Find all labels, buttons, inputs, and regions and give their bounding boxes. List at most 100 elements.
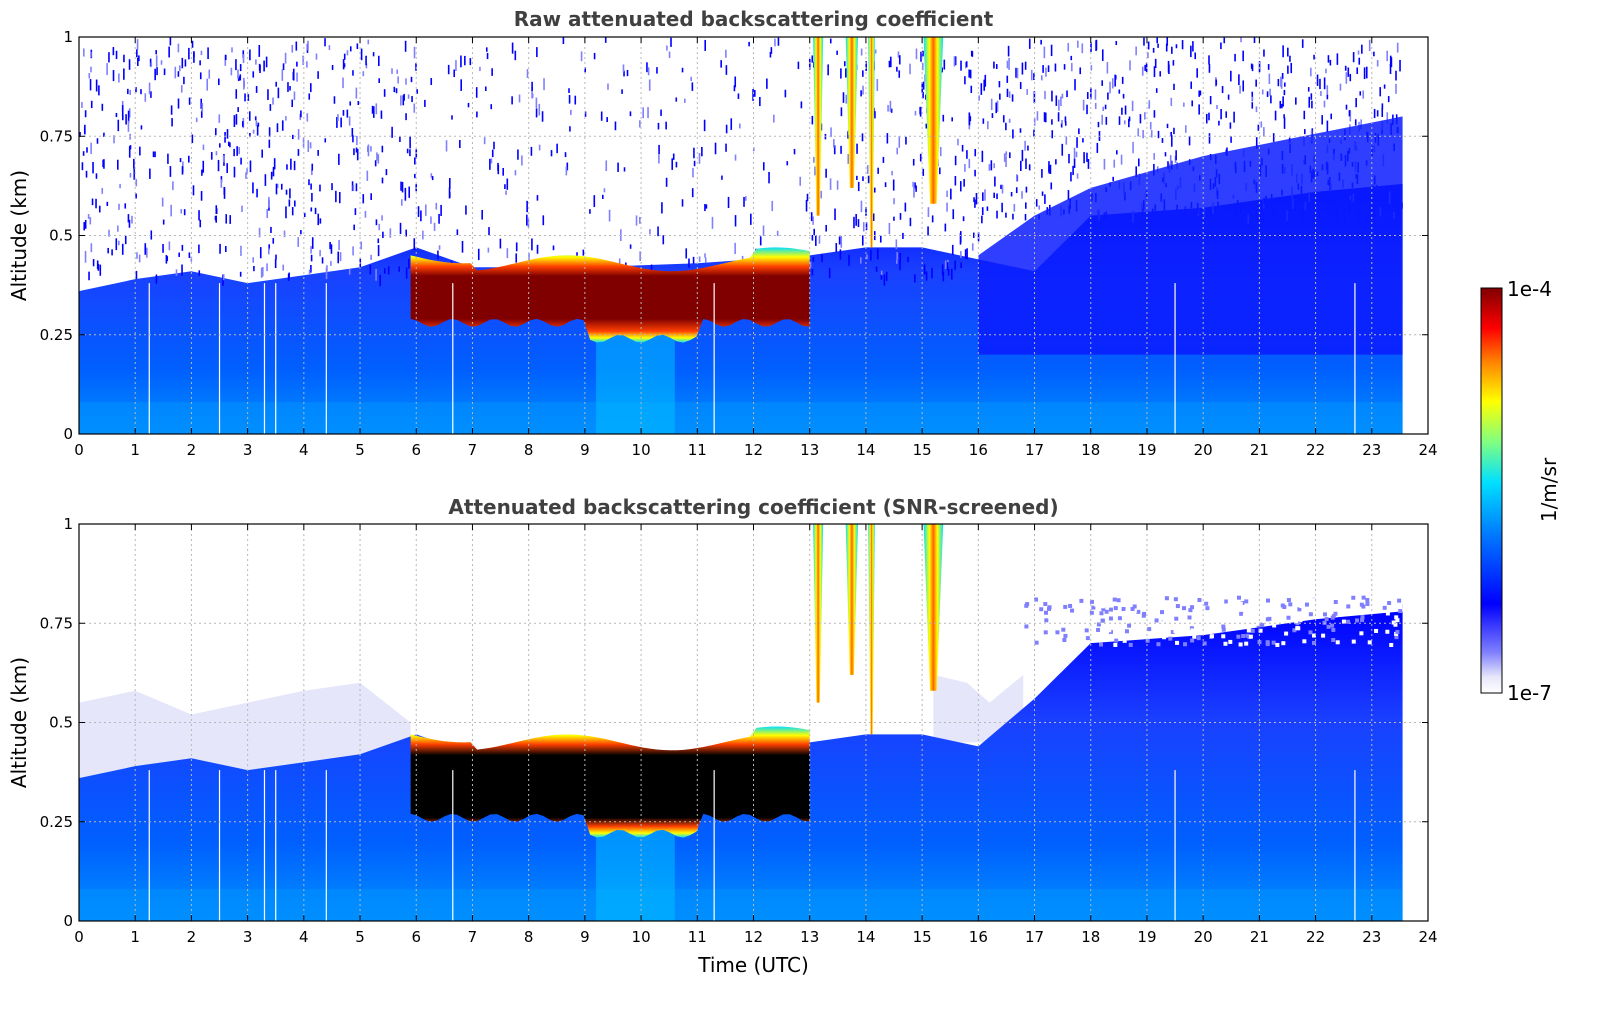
noise-pixel <box>990 98 993 111</box>
noise-pixel <box>1060 96 1062 107</box>
noise-pixel <box>499 238 502 249</box>
noise-pixel <box>283 230 286 238</box>
edge-pixel <box>1385 611 1390 616</box>
noise-pixel <box>1347 67 1350 77</box>
noise-pixel <box>402 95 405 106</box>
noise-pixel <box>857 219 860 228</box>
noise-pixel <box>117 119 120 132</box>
edge-pixel <box>1132 604 1137 609</box>
noise-pixel <box>152 151 155 158</box>
noise-pixel <box>285 116 287 121</box>
low-signal-region <box>933 674 1024 743</box>
noise-pixel <box>1386 50 1388 62</box>
edge-pixel <box>1164 596 1169 601</box>
noise-pixel <box>401 181 404 193</box>
edge-pixel <box>1275 642 1280 647</box>
edge-pixel <box>1237 595 1242 600</box>
noise-pixel <box>600 111 603 121</box>
noise-pixel <box>401 199 403 206</box>
edge-pixel <box>1382 605 1387 610</box>
noise-pixel <box>860 90 862 97</box>
noise-pixel <box>842 92 845 103</box>
noise-pixel <box>1272 133 1275 142</box>
edge-pixel <box>1121 607 1126 612</box>
noise-pixel <box>813 228 815 235</box>
noise-pixel <box>681 199 684 207</box>
noise-pixel <box>1058 99 1060 111</box>
noise-pixel <box>647 67 650 76</box>
noise-pixel <box>1008 91 1011 98</box>
noise-pixel <box>84 110 87 118</box>
noise-pixel <box>1284 82 1286 87</box>
noise-pixel <box>703 119 706 132</box>
edge-pixel <box>1248 634 1253 639</box>
noise-pixel <box>987 121 989 130</box>
noise-pixel <box>103 159 105 169</box>
noise-pixel <box>352 70 354 76</box>
noise-pixel <box>530 146 533 156</box>
edge-pixel <box>1221 627 1226 632</box>
edge-pixel <box>1175 628 1180 633</box>
noise-pixel <box>907 256 909 263</box>
noise-pixel <box>639 251 641 262</box>
noise-pixel <box>268 244 270 250</box>
edge-pixel <box>1330 623 1335 628</box>
noise-pixel <box>1170 131 1172 137</box>
edge-pixel <box>1179 618 1184 623</box>
noise-pixel <box>260 267 263 278</box>
noise-pixel <box>526 69 529 78</box>
noise-pixel <box>1118 116 1121 125</box>
noise-pixel <box>488 227 490 236</box>
noise-pixel <box>942 271 945 282</box>
noise-pixel <box>252 71 255 78</box>
noise-pixel <box>960 262 962 269</box>
noise-pixel <box>704 204 706 212</box>
noise-pixel <box>893 198 895 205</box>
noise-pixel <box>896 259 898 264</box>
noise-pixel <box>993 61 995 69</box>
noise-pixel <box>405 267 408 279</box>
edge-pixel <box>1053 612 1058 617</box>
noise-pixel <box>866 165 869 174</box>
noise-pixel <box>835 243 838 253</box>
noise-pixel <box>99 264 102 276</box>
noise-pixel <box>148 82 151 95</box>
noise-pixel <box>90 100 93 109</box>
noise-pixel <box>762 162 765 171</box>
noise-pixel <box>968 114 971 126</box>
noise-pixel <box>1071 62 1073 72</box>
edge-pixel <box>1117 630 1122 635</box>
noise-pixel <box>399 222 402 235</box>
noise-pixel <box>880 270 883 276</box>
noise-pixel <box>982 192 984 201</box>
noise-pixel <box>252 182 254 194</box>
noise-pixel <box>353 224 355 231</box>
noise-pixel <box>263 60 265 72</box>
noise-pixel <box>1043 46 1046 59</box>
noise-pixel <box>734 215 737 227</box>
noise-pixel <box>721 175 723 180</box>
noise-pixel <box>914 110 917 116</box>
high-cloud-plume <box>845 37 859 188</box>
noise-pixel <box>1310 93 1313 100</box>
noise-pixel <box>776 230 779 236</box>
noise-pixel <box>584 67 587 73</box>
noise-pixel <box>1013 203 1016 212</box>
noise-pixel <box>705 204 708 209</box>
noise-pixel <box>1011 94 1014 102</box>
noise-pixel <box>622 64 625 73</box>
noise-pixel <box>606 117 608 123</box>
noise-pixel <box>1008 57 1010 70</box>
noise-pixel <box>725 124 728 134</box>
noise-pixel <box>329 241 331 250</box>
noise-pixel <box>993 192 995 199</box>
noise-pixel <box>293 160 296 171</box>
noise-pixel <box>465 205 467 215</box>
noise-pixel <box>1166 123 1169 129</box>
edge-pixel <box>1099 600 1104 605</box>
noise-pixel <box>1196 68 1198 78</box>
noise-pixel <box>404 187 407 192</box>
noise-pixel <box>1356 67 1359 74</box>
edge-pixel <box>1391 620 1396 625</box>
noise-pixel <box>865 61 867 72</box>
